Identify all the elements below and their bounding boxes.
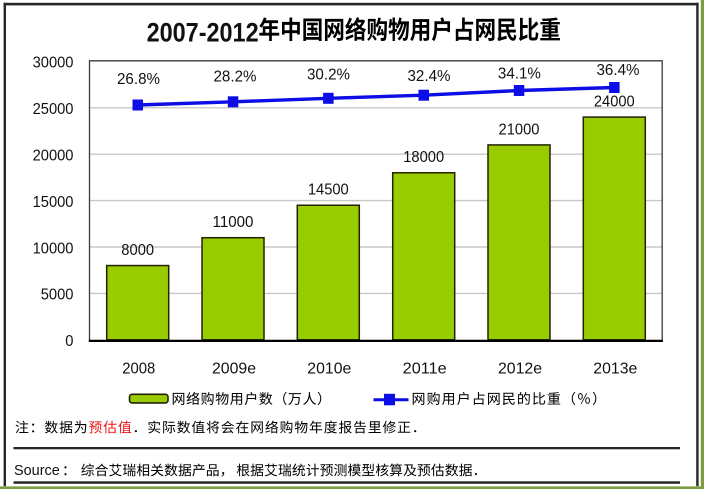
svg-text:18000: 18000 bbox=[403, 149, 444, 166]
svg-text:2011e: 2011e bbox=[403, 361, 447, 378]
svg-text:26.8%: 26.8% bbox=[117, 71, 160, 88]
svg-text:2012e: 2012e bbox=[498, 361, 542, 378]
svg-text:15000: 15000 bbox=[33, 194, 74, 211]
svg-text:0: 0 bbox=[65, 333, 73, 350]
svg-text:5000: 5000 bbox=[41, 287, 74, 304]
svg-text:Source: Source bbox=[14, 463, 60, 479]
svg-text:2010e: 2010e bbox=[307, 361, 351, 378]
svg-text:30000: 30000 bbox=[33, 55, 74, 72]
svg-text:32.4%: 32.4% bbox=[408, 68, 451, 85]
svg-text:34.1%: 34.1% bbox=[498, 65, 541, 82]
svg-text:30.2%: 30.2% bbox=[307, 66, 350, 83]
svg-text:2009e: 2009e bbox=[212, 361, 256, 378]
svg-text:2007-2012: 2007-2012 bbox=[147, 18, 259, 47]
svg-text:14500: 14500 bbox=[308, 182, 349, 199]
svg-text:2008: 2008 bbox=[122, 361, 155, 378]
svg-text:28.2%: 28.2% bbox=[214, 68, 257, 85]
svg-text:10000: 10000 bbox=[33, 240, 74, 257]
svg-text:2013e: 2013e bbox=[593, 361, 637, 378]
svg-text:11000: 11000 bbox=[213, 214, 254, 231]
svg-text:24000: 24000 bbox=[594, 94, 635, 111]
svg-text:8000: 8000 bbox=[121, 242, 154, 259]
svg-text:20000: 20000 bbox=[33, 148, 74, 165]
svg-text:25000: 25000 bbox=[33, 101, 74, 118]
svg-text:21000: 21000 bbox=[499, 121, 540, 138]
svg-text:36.4%: 36.4% bbox=[597, 62, 640, 79]
